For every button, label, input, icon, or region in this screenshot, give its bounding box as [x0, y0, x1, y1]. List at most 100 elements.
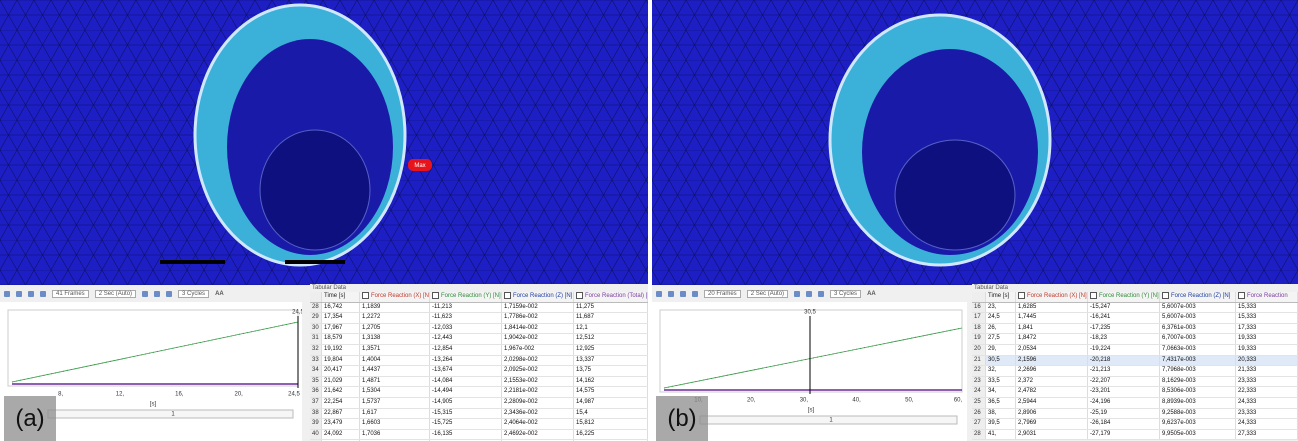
speed-box[interactable]: 2 Sec (Auto) [747, 290, 788, 298]
column-header: Force Reaction (X) [N] [1016, 292, 1088, 302]
frames-box[interactable]: 20 Frames [704, 290, 741, 298]
cursor-label: 30,5 [804, 310, 816, 316]
play-button[interactable] [680, 291, 686, 297]
tool-button[interactable] [794, 291, 800, 297]
table-cell: 1,2272 [360, 313, 430, 323]
table-cell: 1,4871 [360, 377, 430, 387]
column-header: Force Reaction (Y) [N] [430, 292, 502, 302]
row-index: 18 [972, 324, 986, 334]
x-axis-label: [s] [808, 408, 815, 414]
text-size[interactable]: AA [215, 291, 224, 297]
cycles-box[interactable]: 3 Cycles [830, 290, 861, 298]
table-title: Tabular Data [972, 284, 1298, 292]
table-cell: 12,512 [574, 334, 648, 344]
tool-button[interactable] [154, 291, 160, 297]
table-cell: -26,184 [1088, 419, 1160, 429]
table-cell: -15,725 [430, 419, 502, 429]
table-row: 3722,2541,5737-14,9052,2809e-00214,987 [310, 398, 648, 409]
table-cell: 2,0925e-002 [502, 366, 574, 376]
column-title: Force Reaction (Y) [N] [441, 293, 501, 299]
tabular-data: Tabular DataTime [s]Force Reaction (X) [… [310, 284, 648, 441]
row-index: 20 [972, 345, 986, 355]
table-cell: 2,7969 [1016, 419, 1088, 429]
table-cell: 19,192 [322, 345, 360, 355]
table-cell: -15,247 [1088, 303, 1160, 313]
column-checkbox[interactable] [1018, 292, 1025, 299]
table-cell: -12,854 [430, 345, 502, 355]
play-button[interactable] [656, 291, 662, 297]
column-checkbox[interactable] [576, 292, 583, 299]
tool-button[interactable] [166, 291, 172, 297]
toolbar: 20 Frames 2 Sec (Auto) 3 Cycles AA [652, 287, 971, 301]
table-cell: 1,2705 [360, 324, 430, 334]
table-cell: 2,0534 [1016, 345, 1088, 355]
text-size[interactable]: AA [867, 291, 876, 297]
column-checkbox[interactable] [1238, 292, 1245, 299]
frames-box[interactable]: 41 Frames [52, 290, 89, 298]
table-cell: -25,19 [1088, 409, 1160, 419]
table-cell: 34, [986, 387, 1016, 397]
table-cell: 5,6007e-003 [1160, 303, 1236, 313]
table-row: 3420,4171,4437-13,6742,0925e-00213,75 [310, 366, 648, 377]
max-label: Max [414, 163, 425, 169]
tool-button[interactable] [806, 291, 812, 297]
table-cell: 24,333 [1236, 398, 1298, 408]
row-index: 40 [310, 430, 322, 440]
column-header: Force Reaction (X) [N] [360, 292, 430, 302]
table-cell: 20,417 [322, 366, 360, 376]
panel: 20 Frames2 Sec (Auto)3 CyclesAA30,510,20… [652, 0, 1298, 441]
row-index: 39 [310, 419, 322, 429]
table-cell: 22,333 [1236, 387, 1298, 397]
play-button[interactable] [4, 291, 10, 297]
table-cell: 18,579 [322, 334, 360, 344]
table-cell: 1,7445 [1016, 313, 1088, 323]
play-button[interactable] [40, 291, 46, 297]
x-axis-label: [s] [150, 402, 157, 408]
play-button[interactable] [668, 291, 674, 297]
tabular-data: Tabular DataTime [s]Force Reaction (X) [… [972, 284, 1298, 440]
tool-button[interactable] [818, 291, 824, 297]
column-checkbox[interactable] [504, 292, 511, 299]
row-index: 30 [310, 324, 322, 334]
table-cell: 23,333 [1236, 409, 1298, 419]
tool-button[interactable] [142, 291, 148, 297]
column-checkbox[interactable] [1090, 292, 1097, 299]
table-cell: -14,905 [430, 398, 502, 408]
table-cell: 24,092 [322, 430, 360, 440]
table-cell: 1,7786e-002 [502, 313, 574, 323]
column-checkbox[interactable] [362, 292, 369, 299]
column-checkbox[interactable] [432, 292, 439, 299]
table-cell: 6,7007e-003 [1160, 334, 1236, 344]
table-cell: 12,1 [574, 324, 648, 334]
cycles-box[interactable]: 3 Cycles [178, 290, 209, 298]
column-checkbox[interactable] [1162, 292, 1169, 299]
index-header [972, 292, 986, 302]
table-cell: 1,3571 [360, 345, 430, 355]
play-button[interactable] [16, 291, 22, 297]
row-index: 27 [972, 419, 986, 429]
table-header: Time [s]Force Reaction (X) [N]Force Reac… [310, 292, 648, 303]
play-button[interactable] [692, 291, 698, 297]
table-cell: -17,235 [1088, 324, 1160, 334]
speed-box[interactable]: 2 Sec (Auto) [95, 290, 136, 298]
table-cell: -11,213 [430, 303, 502, 313]
table-cell: 14,987 [574, 398, 648, 408]
table-cell: 5,6007e-003 [1160, 313, 1236, 323]
table-cell: -14,084 [430, 377, 502, 387]
panel-label: (b) [656, 396, 708, 441]
table-cell: 16,742 [322, 303, 360, 313]
table-cell: 9,2588e-003 [1160, 409, 1236, 419]
table-cell: 15,812 [574, 419, 648, 429]
row-index: 22 [972, 366, 986, 376]
table-cell: -15,315 [430, 409, 502, 419]
table-cell: 21,333 [1236, 366, 1298, 376]
play-button[interactable] [28, 291, 34, 297]
row-index: 17 [972, 313, 986, 323]
table-cell: 23,333 [1236, 377, 1298, 387]
table-cell: 23, [986, 303, 1016, 313]
